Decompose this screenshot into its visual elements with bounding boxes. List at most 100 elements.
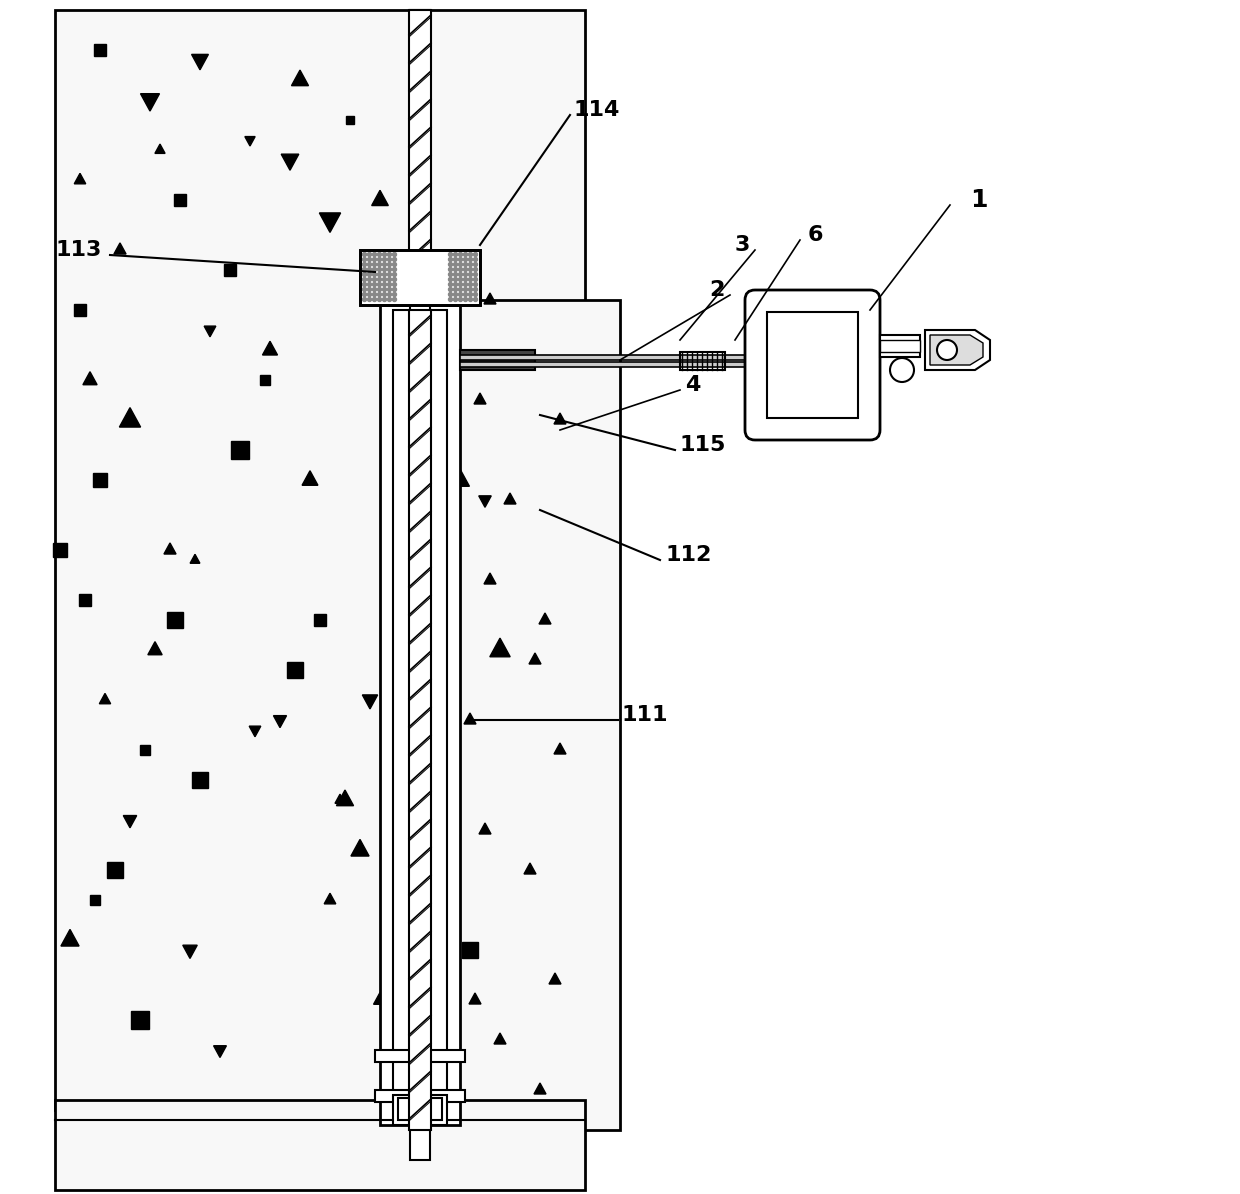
- Bar: [374, 1050, 465, 1061]
- Circle shape: [454, 263, 458, 266]
- Circle shape: [459, 263, 463, 266]
- Circle shape: [459, 267, 463, 271]
- Polygon shape: [192, 771, 208, 788]
- Polygon shape: [320, 213, 341, 233]
- Polygon shape: [119, 407, 140, 427]
- Circle shape: [474, 267, 477, 271]
- Circle shape: [469, 252, 472, 257]
- Bar: [55, 1100, 585, 1190]
- Bar: [379, 304, 460, 1125]
- Bar: [360, 250, 480, 304]
- Circle shape: [382, 263, 387, 266]
- Circle shape: [459, 283, 463, 287]
- Bar: [374, 1090, 465, 1102]
- Circle shape: [449, 258, 453, 261]
- Polygon shape: [474, 393, 486, 404]
- Polygon shape: [182, 946, 197, 959]
- Polygon shape: [414, 1053, 427, 1064]
- Text: 6: 6: [808, 224, 823, 245]
- Text: 112: 112: [665, 544, 712, 565]
- Circle shape: [387, 267, 392, 271]
- Circle shape: [377, 283, 382, 287]
- Polygon shape: [53, 543, 67, 558]
- Polygon shape: [223, 264, 237, 276]
- Text: 114: 114: [573, 100, 619, 121]
- Circle shape: [474, 263, 477, 266]
- Circle shape: [377, 252, 382, 257]
- Bar: [55, 10, 585, 1110]
- Circle shape: [387, 297, 392, 302]
- Circle shape: [362, 263, 367, 266]
- Polygon shape: [213, 1046, 227, 1058]
- Polygon shape: [288, 663, 303, 678]
- Circle shape: [382, 258, 387, 261]
- Circle shape: [459, 252, 463, 257]
- Circle shape: [393, 283, 397, 287]
- Circle shape: [464, 277, 467, 282]
- Circle shape: [382, 272, 387, 277]
- Circle shape: [387, 263, 392, 266]
- Polygon shape: [131, 1011, 149, 1029]
- Circle shape: [464, 288, 467, 291]
- FancyBboxPatch shape: [745, 290, 880, 441]
- Circle shape: [464, 297, 467, 302]
- Bar: [360, 250, 480, 304]
- Circle shape: [382, 252, 387, 257]
- Circle shape: [387, 293, 392, 296]
- Polygon shape: [167, 613, 182, 628]
- Polygon shape: [164, 543, 176, 554]
- Polygon shape: [244, 136, 255, 146]
- Circle shape: [382, 293, 387, 296]
- Circle shape: [372, 297, 377, 302]
- Polygon shape: [525, 863, 536, 874]
- Circle shape: [377, 267, 382, 271]
- Circle shape: [367, 277, 372, 282]
- Circle shape: [474, 277, 477, 282]
- Polygon shape: [94, 44, 105, 56]
- Polygon shape: [140, 93, 160, 111]
- Circle shape: [890, 358, 914, 382]
- Circle shape: [377, 293, 382, 296]
- Polygon shape: [461, 942, 479, 959]
- Polygon shape: [61, 929, 79, 946]
- Circle shape: [382, 283, 387, 287]
- Circle shape: [459, 293, 463, 296]
- Bar: [460, 355, 760, 361]
- Polygon shape: [373, 992, 387, 1004]
- Polygon shape: [93, 473, 108, 487]
- Polygon shape: [148, 641, 162, 654]
- Polygon shape: [392, 293, 408, 308]
- Circle shape: [449, 283, 453, 287]
- Circle shape: [377, 263, 382, 266]
- Polygon shape: [351, 839, 370, 856]
- Circle shape: [454, 267, 458, 271]
- Polygon shape: [205, 326, 216, 337]
- Polygon shape: [263, 341, 278, 355]
- Circle shape: [362, 272, 367, 277]
- Polygon shape: [479, 823, 491, 833]
- Circle shape: [474, 297, 477, 302]
- Bar: [880, 340, 920, 352]
- Circle shape: [372, 272, 377, 277]
- Polygon shape: [192, 55, 208, 69]
- Polygon shape: [405, 534, 425, 552]
- Circle shape: [459, 277, 463, 282]
- Bar: [398, 1098, 441, 1120]
- Circle shape: [393, 252, 397, 257]
- Circle shape: [393, 288, 397, 291]
- Circle shape: [464, 267, 467, 271]
- Circle shape: [459, 288, 463, 291]
- Circle shape: [387, 288, 392, 291]
- Polygon shape: [539, 613, 551, 624]
- Bar: [409, 310, 432, 1130]
- Circle shape: [469, 293, 472, 296]
- Circle shape: [464, 258, 467, 261]
- Polygon shape: [479, 496, 491, 507]
- Circle shape: [464, 252, 467, 257]
- Polygon shape: [281, 154, 299, 171]
- Circle shape: [464, 263, 467, 266]
- Polygon shape: [549, 973, 560, 984]
- Circle shape: [474, 258, 477, 261]
- Polygon shape: [529, 653, 541, 664]
- Polygon shape: [412, 149, 429, 166]
